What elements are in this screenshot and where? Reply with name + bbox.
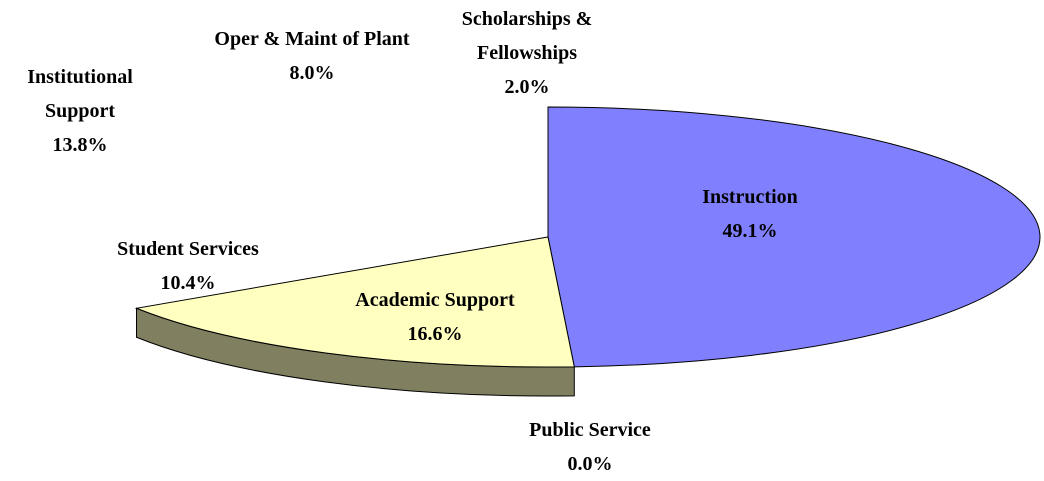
slice-label: Oper & Maint of Plant 8.0% [212,22,412,90]
slice-label: Institutional Support 13.8% [0,60,160,162]
slice-label: Instruction 49.1% [650,180,850,248]
slice-label: Academic Support 16.6% [315,283,555,351]
slice-value: 10.4% [160,272,216,294]
slice-label: Student Services 10.4% [78,232,298,300]
slice-value: 2.0% [504,76,550,98]
pie-slice [486,107,548,237]
pie-slice [547,106,1041,368]
slice-name: Student Services [117,238,259,260]
slice-label: Public Service 0.0% [490,413,690,481]
pie-slice [134,236,575,368]
slice-label: Scholarships & Fellowships 2.0% [437,2,617,104]
slice-value: 8.0% [289,62,335,84]
slice-name: Oper & Maint of Plant [214,28,410,50]
slice-value: 49.1% [722,220,778,242]
slice-name: Academic Support [355,289,515,311]
pie-slice [259,108,548,237]
slice-value: 0.0% [567,453,613,475]
slice-value: 13.8% [52,134,108,156]
slice-name: Scholarships & Fellowships [461,8,593,64]
slice-name: Public Service [529,419,651,441]
slice-name: Instruction [702,186,798,208]
slice-name: Institutional Support [27,66,133,122]
slice-value: 16.6% [407,323,463,345]
pie-slices [134,106,1041,368]
